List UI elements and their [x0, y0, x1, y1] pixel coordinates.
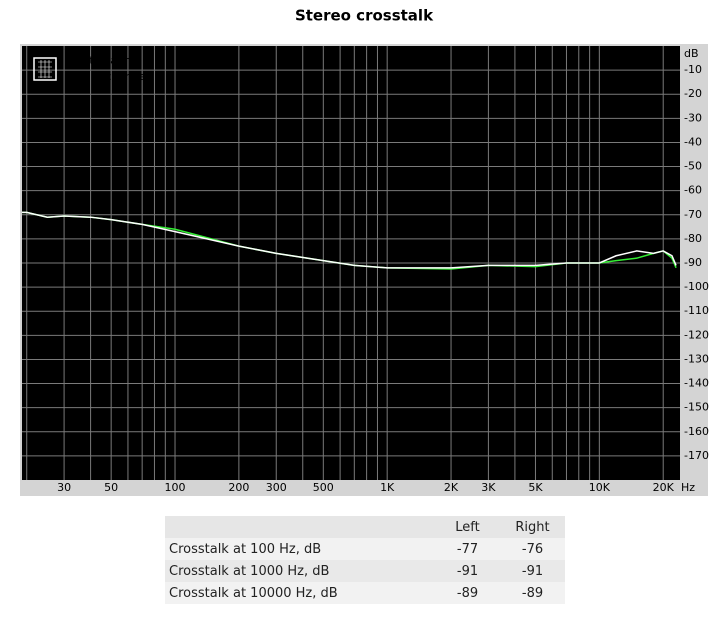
- y-tick-label: -130: [684, 352, 709, 365]
- x-tick-label: 2K: [444, 481, 459, 494]
- chart: Stereo crosstalk dB Hz -10 -20 -30 -40 -50 -6…: [20, 7, 709, 496]
- cell-value: -76: [521, 541, 544, 557]
- legend-label: Right channel: [73, 70, 149, 83]
- x-tick-label: 10K: [589, 481, 611, 494]
- x-tick-label: 100: [165, 481, 186, 494]
- y-tick-label: -110: [684, 304, 709, 317]
- x-tick-label: 200: [228, 481, 249, 494]
- legend-label: Left channel: [73, 54, 141, 67]
- table-row: Crosstalk at 1000 Hz, dB -91 -91: [165, 560, 565, 582]
- series-line: [22, 211, 677, 269]
- legend-icon: [33, 57, 57, 81]
- y-tick-label: -120: [684, 328, 709, 341]
- x-tick-label: 20K: [653, 481, 675, 494]
- summary-table: Left Right Crosstalk at 100 Hz, dB -77 -76 C…: [165, 516, 565, 604]
- table-row: Crosstalk at 10000 Hz, dB -89 -89: [165, 582, 565, 604]
- y-tick-label: -80: [684, 232, 702, 245]
- y-tick-label: -40: [684, 135, 702, 148]
- table-header: Left Right: [165, 516, 565, 538]
- y-tick-label: -20: [684, 87, 702, 100]
- x-tick-label: 50: [104, 481, 118, 494]
- y-tick-label: -140: [684, 377, 709, 390]
- x-tick-label: 500: [313, 481, 334, 494]
- y-tick-label: -90: [684, 256, 702, 269]
- row-label: Crosstalk at 1000 Hz, dB: [169, 563, 330, 579]
- y-tick-label: -10: [684, 63, 702, 76]
- y-tick-label: -50: [684, 160, 702, 173]
- y-tick-label: -170: [684, 449, 709, 462]
- x-tick-label: 5K: [528, 481, 543, 494]
- y-tick-label: -100: [684, 280, 709, 293]
- x-tick-label: 30: [57, 481, 71, 494]
- y-tick-label: -30: [684, 111, 702, 124]
- y-tick-label: -60: [684, 184, 702, 197]
- chart-title: Stereo crosstalk: [295, 7, 434, 25]
- cell-value: -91: [521, 563, 544, 579]
- y-tick-label: -160: [684, 425, 709, 438]
- cell-value: -91: [456, 563, 479, 579]
- table-row: Crosstalk at 100 Hz, dB -77 -76: [165, 538, 565, 560]
- row-label: Crosstalk at 100 Hz, dB: [169, 541, 322, 557]
- y-tick-label: -70: [684, 208, 702, 221]
- column-header: Left: [455, 519, 480, 535]
- cell-value: -89: [456, 585, 479, 601]
- x-tick-label: 1K: [380, 481, 395, 494]
- row-label: Crosstalk at 10000 Hz, dB: [169, 585, 338, 601]
- x-unit: Hz: [681, 481, 695, 494]
- cell-value: -89: [521, 585, 544, 601]
- y-unit: dB: [684, 47, 699, 60]
- cell-value: -77: [456, 541, 479, 557]
- x-tick-label: 300: [266, 481, 287, 494]
- header-spacer: [165, 516, 435, 538]
- y-tick-label: -150: [684, 401, 709, 414]
- legend-icon-grid: [38, 60, 52, 78]
- column-header: Right: [515, 519, 550, 535]
- x-tick-label: 3K: [481, 481, 496, 494]
